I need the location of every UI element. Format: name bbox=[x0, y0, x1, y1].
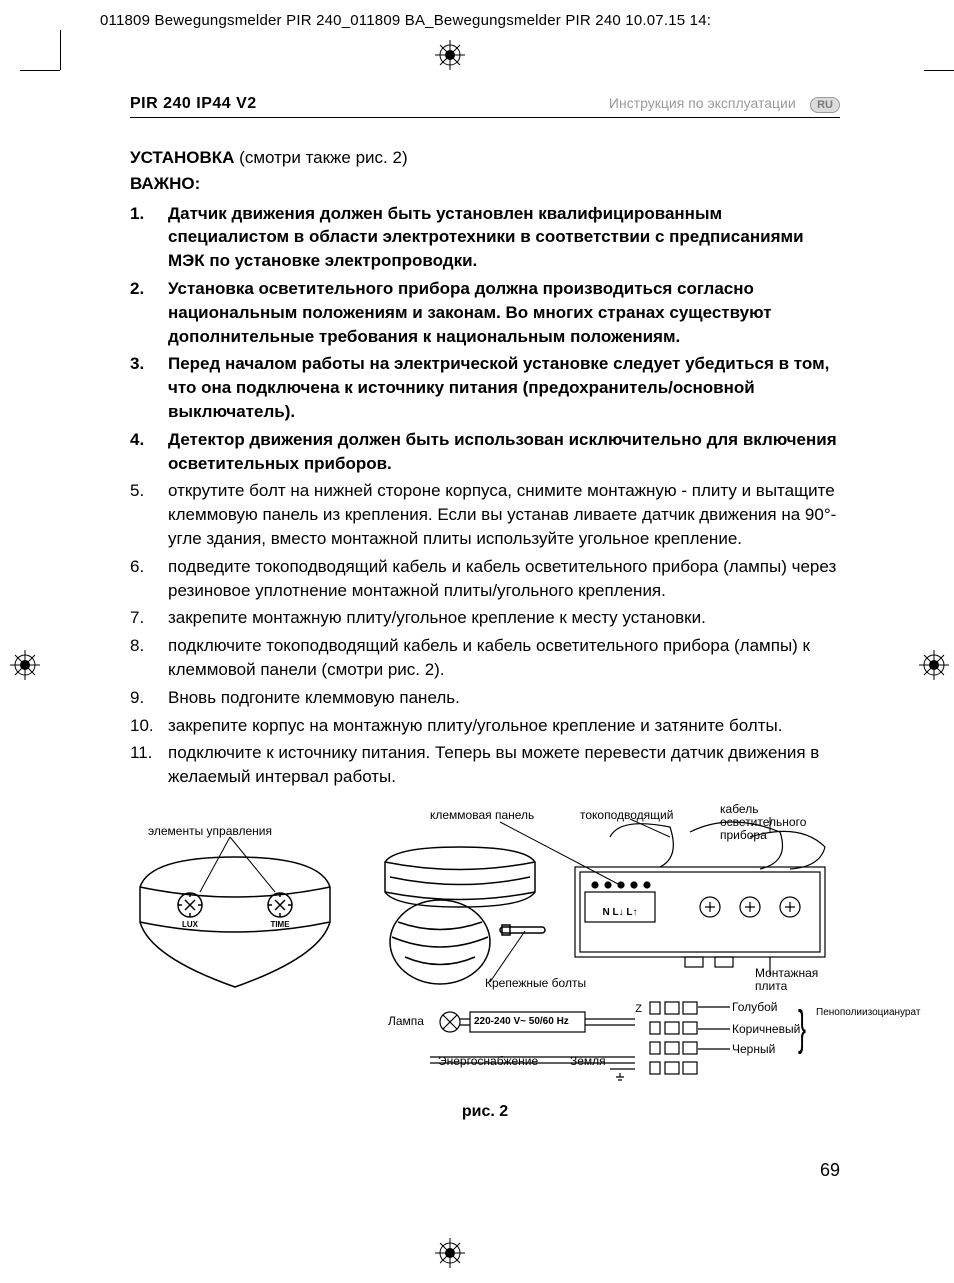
list-item: закрепите корпус на монтажную плиту/угол… bbox=[130, 714, 840, 738]
list-item-text: закрепите корпус на монтажную плиту/угол… bbox=[168, 714, 840, 738]
list-item-text: Детектор движения должен быть использова… bbox=[168, 428, 840, 476]
fig-label-blue: Голубой bbox=[732, 1001, 778, 1014]
registration-mark-icon bbox=[919, 650, 949, 680]
fig-label-power: Энергоснабжение bbox=[438, 1055, 538, 1068]
list-item: Установка осветительного прибора должна … bbox=[130, 277, 840, 348]
fig-label-controls: элементы управления bbox=[148, 825, 272, 838]
crop-mark bbox=[924, 70, 954, 71]
figure-2: LUX TIME bbox=[130, 807, 840, 1087]
svg-text:Z: Z bbox=[635, 1003, 642, 1015]
fig-label-lamp-cable: кабель осветительного прибора bbox=[720, 803, 840, 843]
list-item-text: Установка осветительного прибора должна … bbox=[168, 277, 840, 348]
crop-mark bbox=[60, 30, 61, 70]
page-header: PIR 240 IP44 V2 Инструкция по эксплуатац… bbox=[130, 95, 840, 118]
section-title-rest: (смотри также рис. 2) bbox=[234, 148, 407, 167]
instruction-list: Датчик движения должен быть установлен к… bbox=[130, 202, 840, 789]
list-item-text: подключите токоподводящий кабель и кабел… bbox=[168, 634, 840, 682]
list-item: Вновь подгоните клеммовую панель. bbox=[130, 686, 840, 710]
list-item-text: Перед началом работы на электрической ус… bbox=[168, 352, 840, 423]
crop-mark bbox=[20, 70, 60, 71]
list-item: подведите токоподводящий кабель и кабель… bbox=[130, 555, 840, 603]
print-header: 011809 Bewegungsmelder PIR 240_011809 BA… bbox=[100, 12, 711, 29]
fig-label-bolts: Крепежные болты bbox=[485, 977, 586, 990]
list-item-text: открутите болт на нижней стороне корпуса… bbox=[168, 479, 840, 550]
body-text: УСТАНОВКА (смотри также рис. 2) ВАЖНО: Д… bbox=[130, 146, 840, 789]
fig-label-lamp: Лампа bbox=[388, 1015, 424, 1028]
fig-label-mount-plate: Монтажная плита bbox=[755, 967, 835, 993]
svg-text:LUX: LUX bbox=[182, 920, 199, 929]
fig-label-foam: Пенополиизоцианурат bbox=[816, 1007, 856, 1018]
doc-type-label: Инструкция по эксплуатации bbox=[609, 95, 796, 111]
list-item-text: закрепите монтажную плиту/угольное крепл… bbox=[168, 606, 840, 630]
fig-label-voltage: 220-240 V~ 50/60 Hz bbox=[474, 1016, 569, 1027]
section-title: УСТАНОВКА (смотри также рис. 2) bbox=[130, 146, 840, 170]
svg-text:TIME: TIME bbox=[270, 920, 290, 929]
fig-label-earth: Земля bbox=[570, 1055, 606, 1068]
model-name: PIR 240 IP44 V2 bbox=[130, 95, 257, 113]
figure-caption: рис. 2 bbox=[130, 1103, 840, 1121]
brace-icon: } bbox=[798, 1005, 806, 1053]
list-item-text: Датчик движения должен быть установлен к… bbox=[168, 202, 840, 273]
list-item: Датчик движения должен быть установлен к… bbox=[130, 202, 840, 273]
list-item-text: подключите к источнику питания. Теперь в… bbox=[168, 741, 840, 789]
list-item-text: Вновь подгоните клеммовую панель. bbox=[168, 686, 840, 710]
list-item: подключите к источнику питания. Теперь в… bbox=[130, 741, 840, 789]
page-content: PIR 240 IP44 V2 Инструкция по эксплуатац… bbox=[130, 95, 840, 1121]
fig-label-black: Черный bbox=[732, 1043, 775, 1056]
list-item: открутите болт на нижней стороне корпуса… bbox=[130, 479, 840, 550]
header-right: Инструкция по эксплуатации RU bbox=[609, 95, 840, 113]
fig-label-brown: Коричневый bbox=[732, 1023, 800, 1036]
list-item: подключите токоподводящий кабель и кабел… bbox=[130, 634, 840, 682]
language-badge: RU bbox=[810, 97, 840, 113]
registration-mark-icon bbox=[435, 1238, 465, 1268]
list-item: Детектор движения должен быть использова… bbox=[130, 428, 840, 476]
section-title-bold: УСТАНОВКА bbox=[130, 148, 234, 167]
important-label: ВАЖНО: bbox=[130, 172, 840, 196]
list-item: Перед началом работы на электрической ус… bbox=[130, 352, 840, 423]
page-number: 69 bbox=[820, 1160, 840, 1181]
fig-label-terminal: клеммовая панель bbox=[430, 809, 534, 822]
list-item: закрепите монтажную плиту/угольное крепл… bbox=[130, 606, 840, 630]
fig-label-supply-cable: токоподводящий bbox=[580, 809, 673, 822]
registration-mark-icon bbox=[435, 40, 465, 70]
registration-mark-icon bbox=[10, 650, 40, 680]
svg-text:N L↓ L↑: N L↓ L↑ bbox=[603, 907, 638, 918]
list-item-text: подведите токоподводящий кабель и кабель… bbox=[168, 555, 840, 603]
